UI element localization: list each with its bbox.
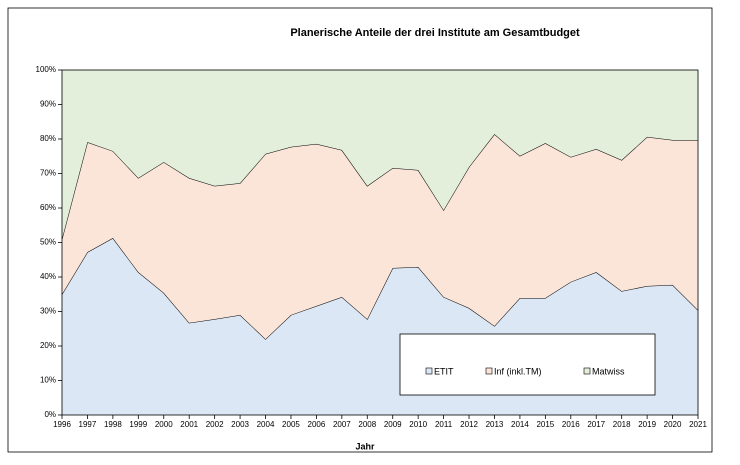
y-tick-label: 0% xyxy=(44,410,56,419)
x-tick-label: 1998 xyxy=(104,420,122,429)
x-tick-label: 2019 xyxy=(638,420,656,429)
x-tick-label: 2020 xyxy=(664,420,682,429)
legend-box xyxy=(399,333,656,396)
legend-swatch xyxy=(583,367,591,375)
x-tick-label: 2003 xyxy=(231,420,249,429)
x-tick-label: 2015 xyxy=(536,420,554,429)
y-tick-label: 80% xyxy=(40,134,56,143)
area xyxy=(62,70,698,240)
legend-label: Matwiss xyxy=(592,366,625,376)
x-tick-label: 1997 xyxy=(79,420,97,429)
legend-swatch xyxy=(485,367,493,375)
x-tick-label: 2002 xyxy=(206,420,224,429)
y-tick-label: 50% xyxy=(40,238,56,247)
x-tick-label: 2021 xyxy=(689,420,707,429)
y-tick-label: 70% xyxy=(40,169,56,178)
y-tick-label: 40% xyxy=(40,272,56,281)
y-tick-label: 100% xyxy=(36,65,56,74)
y-tick-label: 90% xyxy=(40,100,56,109)
x-tick-label: 2007 xyxy=(333,420,351,429)
x-tick-label: 2006 xyxy=(308,420,326,429)
x-tick-label: 2009 xyxy=(384,420,402,429)
x-tick-label: 2012 xyxy=(460,420,478,429)
x-tick-label: 2001 xyxy=(180,420,198,429)
x-tick-label: 2013 xyxy=(486,420,504,429)
legend-label: Inf (inkl.TM) xyxy=(494,366,542,376)
x-tick-label: 2018 xyxy=(613,420,631,429)
y-tick-label: 30% xyxy=(40,307,56,316)
legend-swatch xyxy=(425,367,433,375)
y-tick-label: 10% xyxy=(40,376,56,385)
x-axis-label: Jahr xyxy=(355,441,375,451)
y-tick-label: 20% xyxy=(40,341,56,350)
x-tick-label: 2005 xyxy=(282,420,300,429)
x-tick-label: 1996 xyxy=(53,420,71,429)
legend: ETIT Inf (inkl.TM) Matwiss xyxy=(399,333,656,396)
x-tick-label: 2008 xyxy=(358,420,376,429)
x-tick-label: 1999 xyxy=(129,420,147,429)
x-tick-label: 2014 xyxy=(511,420,529,429)
y-tick-label: 60% xyxy=(40,203,56,212)
x-tick-label: 2017 xyxy=(587,420,605,429)
legend-label: ETIT xyxy=(434,366,454,376)
x-tick-label: 2000 xyxy=(155,420,173,429)
x-tick-label: 2010 xyxy=(409,420,427,429)
x-tick-label: 2004 xyxy=(257,420,275,429)
x-tick-label: 2011 xyxy=(435,420,453,429)
chart-title: Planerische Anteile der drei Institute a… xyxy=(290,27,580,39)
x-tick-label: 2016 xyxy=(562,420,580,429)
